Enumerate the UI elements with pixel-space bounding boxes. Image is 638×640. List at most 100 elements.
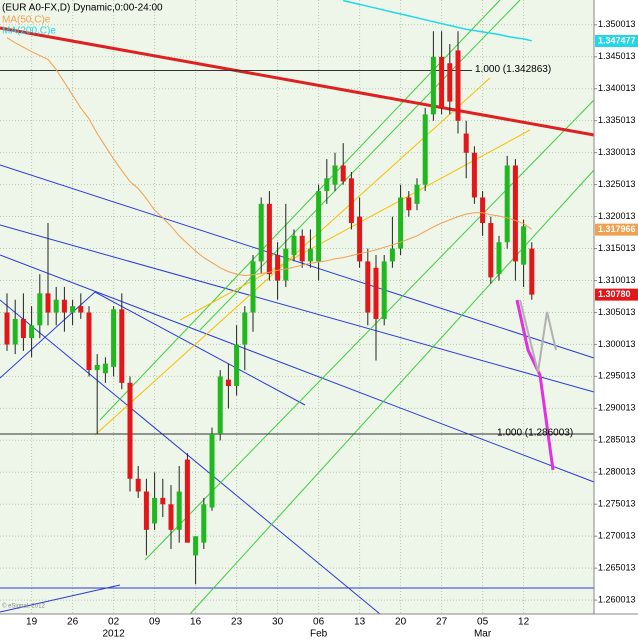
candle-body: [152, 497, 158, 524]
ma-line: [343, 0, 532, 42]
candle-body: [4, 312, 10, 345]
y-tick-label: 1.340013: [598, 83, 636, 93]
plot-background: [0, 0, 594, 614]
candle-body: [373, 267, 379, 319]
x-tick-label: 16: [190, 617, 202, 628]
y-tick-label: 1.345013: [598, 51, 636, 61]
candle-body: [135, 478, 141, 492]
candle-body: [422, 114, 428, 185]
x-tick-label: 30: [272, 617, 284, 628]
y-tick-label: 1.335013: [598, 115, 636, 125]
candle-body: [266, 203, 272, 275]
x-tick-label: 06: [313, 617, 325, 628]
candle-body: [447, 63, 453, 102]
candle-body: [463, 133, 469, 153]
candle-body: [496, 242, 502, 275]
trend-line: [94, 291, 306, 406]
candle-body: [242, 312, 248, 345]
candle-body: [340, 165, 346, 182]
grid: [0, 0, 594, 614]
candle-body: [250, 261, 256, 313]
candle-body: [111, 309, 117, 367]
y-tick-label: 1.320013: [598, 211, 636, 221]
channel-line: [144, 99, 595, 561]
candle-body: [398, 197, 404, 249]
candle-body: [348, 178, 354, 224]
candle-body: [20, 318, 26, 339]
candle-body: [127, 382, 133, 479]
candle-body: [217, 376, 223, 434]
trend-lines: [0, 0, 595, 615]
candle-body: [307, 248, 313, 262]
price-tag: [595, 288, 638, 301]
y-tick-label: 1.260013: [598, 594, 636, 604]
channel-line: [189, 169, 595, 615]
candle-body: [529, 248, 535, 295]
y-tick-label: 1.265013: [598, 563, 636, 573]
candle-body: [225, 379, 231, 387]
candle-body: [61, 299, 67, 313]
projection-alt: [519, 299, 557, 373]
candle-body: [176, 491, 182, 530]
channel-line: [179, 129, 531, 321]
candle-body: [381, 261, 387, 319]
candle-body: [439, 56, 445, 108]
candle-body: [37, 293, 43, 326]
y-tick-label: 1.290013: [598, 403, 636, 413]
x-tick-label: 02: [108, 617, 120, 628]
y-tick-label: 1.295013: [598, 371, 636, 381]
y-tick-label: 1.325013: [598, 179, 636, 189]
price-tag-label: 1.30780: [598, 289, 631, 299]
candle-body: [332, 165, 338, 185]
marks: 1.000 (1.342863) 1.000 (1.286003): [0, 0, 594, 585]
candle-body: [94, 364, 100, 371]
y-tick-label: 1.300013: [598, 339, 636, 349]
candle-body: [389, 248, 395, 262]
candle-body: [283, 248, 289, 281]
candle-body: [430, 56, 436, 115]
x-tick-label: 27: [436, 617, 448, 628]
candle-body: [471, 152, 477, 198]
candle-body: [504, 165, 510, 243]
price-tag-label: 1.317966: [598, 224, 636, 234]
trend-line: [0, 224, 595, 393]
trend-line: [0, 299, 381, 615]
level-label: 1.000 (1.286003): [497, 428, 573, 439]
y-tick-label: 1.270013: [598, 531, 636, 541]
candle-body: [53, 299, 59, 313]
resistance-line: [0, 26, 595, 137]
y-tick-label: 1.315013: [598, 243, 636, 253]
candle-body: [414, 184, 420, 204]
candle-body: [480, 197, 486, 224]
candle-body: [291, 235, 297, 255]
candle-body: [86, 312, 92, 371]
trend-line: [0, 164, 595, 359]
candle-body: [201, 504, 207, 543]
copyright: © eSignal, 2012: [2, 603, 45, 610]
candle-body: [184, 459, 190, 543]
period-label: 2012: [102, 629, 125, 640]
legend-entry: MA(50,C)e: [2, 15, 51, 26]
candle-body: [119, 309, 125, 383]
y-tick-label: 1.330013: [598, 147, 636, 157]
candle-body: [70, 306, 76, 313]
candle-body: [324, 178, 330, 192]
candle-body: [29, 325, 35, 339]
candle-body: [406, 197, 412, 211]
candle-body: [160, 497, 166, 505]
projection: [515, 299, 555, 471]
y-tick-label: 1.350013: [598, 19, 636, 29]
x-tick-label: 13: [354, 617, 366, 628]
legend-entry: MA(200,C)e: [2, 26, 56, 37]
y-tick-label: 1.310013: [598, 275, 636, 285]
price-tag: [595, 223, 638, 236]
x-tick-label: 05: [477, 617, 489, 628]
candle-body: [209, 433, 215, 508]
candle-body: [234, 344, 240, 387]
candle-body: [275, 254, 281, 281]
candle-body: [78, 306, 84, 313]
trend-line: [0, 254, 595, 483]
trend-line: [0, 584, 121, 613]
candle-body: [455, 50, 461, 121]
